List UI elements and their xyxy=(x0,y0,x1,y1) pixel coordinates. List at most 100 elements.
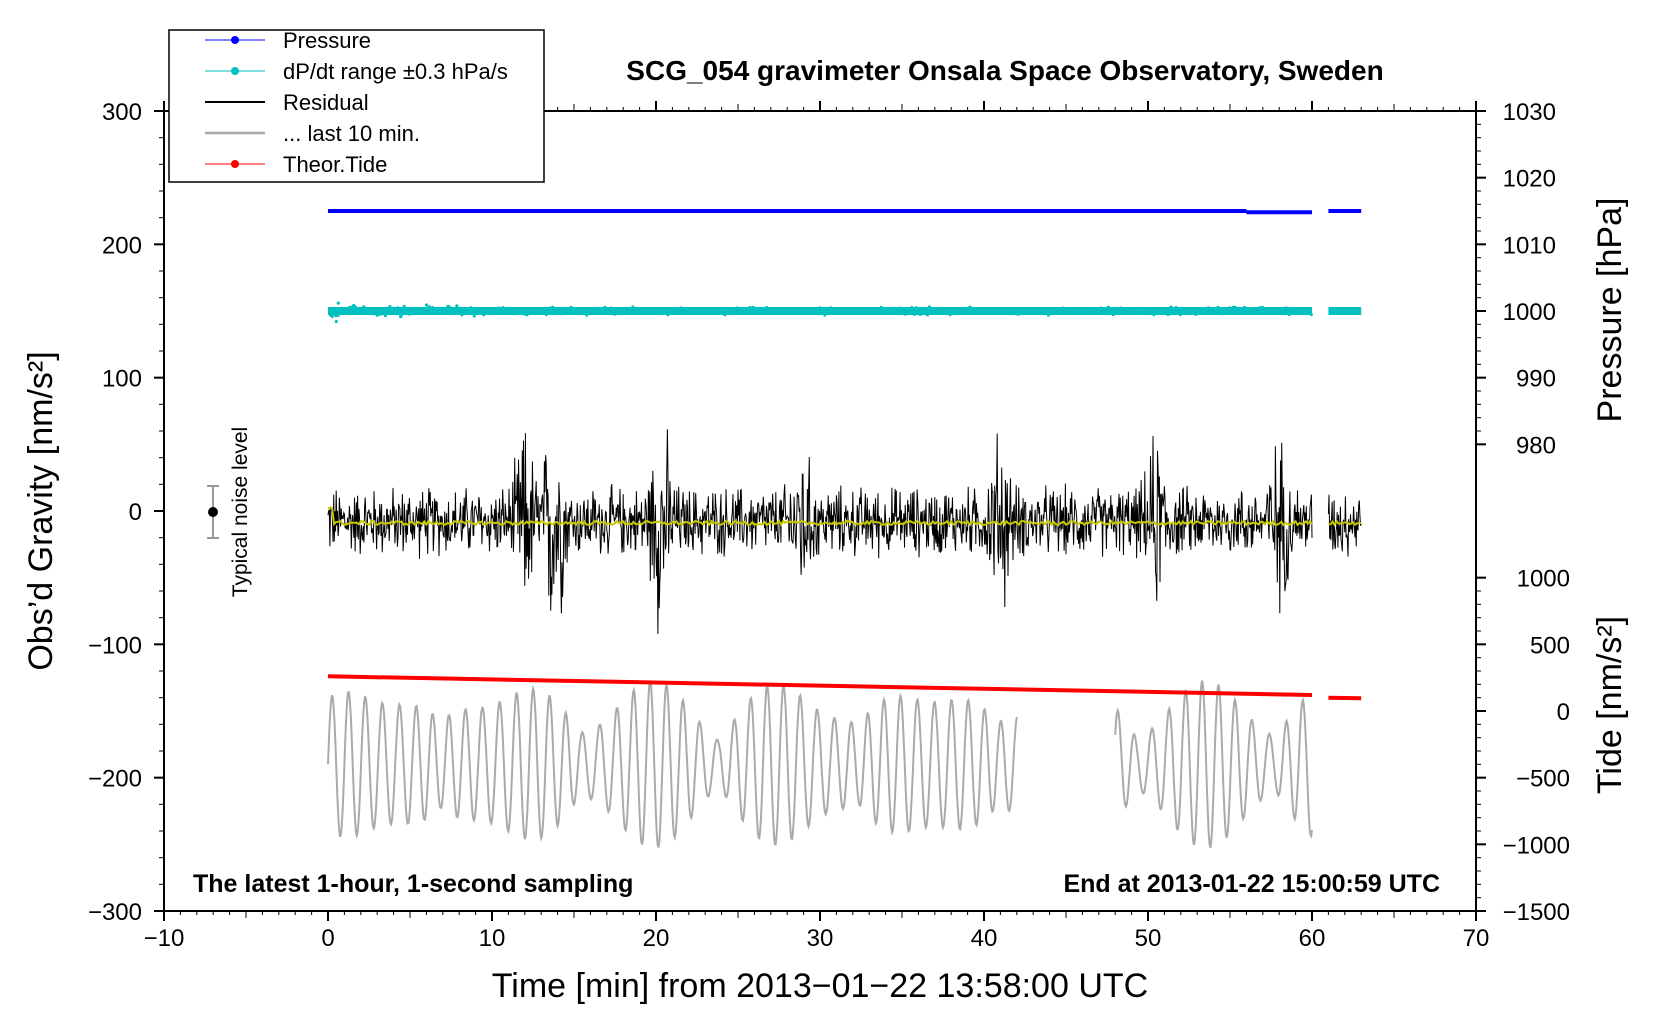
annotation-sampling: The latest 1-hour, 1-second sampling xyxy=(193,870,633,898)
dpdt-point xyxy=(344,309,348,313)
dpdt-point xyxy=(1258,306,1262,310)
x-tick-label: 50 xyxy=(1135,925,1162,952)
dpdt-point xyxy=(1261,308,1265,312)
dpdt-point xyxy=(1151,307,1155,312)
pressure-tick-label: 990 xyxy=(1516,366,1556,393)
dpdt-point xyxy=(904,312,908,316)
dpdt-point xyxy=(661,310,665,314)
legend-label: Residual xyxy=(283,90,369,115)
dpdt-point xyxy=(975,309,979,313)
dpdt-point xyxy=(1167,312,1171,316)
dpdt-point xyxy=(427,305,431,309)
dpdt-point xyxy=(918,312,923,316)
dpdt-point xyxy=(1049,309,1053,313)
dpdt-point xyxy=(1234,311,1239,315)
dpdt-point xyxy=(892,309,896,313)
dpdt-point xyxy=(765,306,769,310)
dpdt-point xyxy=(569,305,573,309)
pressure-tick-label: 1030 xyxy=(1503,99,1556,126)
dpdt-point xyxy=(1056,309,1060,313)
dpdt-point xyxy=(1081,310,1085,314)
dpdt-point xyxy=(826,310,830,314)
dpdt-point xyxy=(1294,309,1298,313)
dpdt-point xyxy=(1242,305,1246,310)
dpdt-point xyxy=(1230,311,1234,315)
dpdt-point xyxy=(988,308,993,312)
residual-line-tail xyxy=(1327,494,1362,557)
dpdt-point xyxy=(1228,306,1232,310)
dpdt-point xyxy=(1283,307,1287,312)
dpdt-point xyxy=(455,304,459,308)
legend-box xyxy=(168,29,545,183)
dpdt-point xyxy=(330,314,334,318)
dpdt-point xyxy=(679,306,683,310)
y-axis-title-left: Obs’d Gravity [nm/s²] xyxy=(22,351,60,670)
dpdt-point xyxy=(424,303,429,307)
dpdt-point xyxy=(1017,312,1021,316)
dpdt-point xyxy=(402,304,406,309)
dpdt-point xyxy=(948,313,952,317)
dpdt-point xyxy=(998,309,1002,314)
dpdt-point xyxy=(773,308,777,312)
x-tick-label: −10 xyxy=(144,925,185,952)
dpdt-point xyxy=(505,307,509,311)
dpdt-point xyxy=(1106,305,1110,309)
legend-marker xyxy=(231,36,239,44)
dpdt-point xyxy=(709,309,713,313)
dpdt-point xyxy=(859,311,863,315)
dpdt-point xyxy=(353,305,357,309)
dpdt-point xyxy=(1021,312,1025,316)
dpdt-point xyxy=(336,313,340,317)
dpdt-point xyxy=(1271,308,1275,312)
y-axis-title-tide: Tide [nm/s²] xyxy=(1591,616,1629,794)
dpdt-point xyxy=(1144,312,1148,316)
dpdt-point xyxy=(408,312,412,316)
dpdt-point xyxy=(818,306,822,310)
dpdt-point xyxy=(583,310,587,314)
dpdt-point xyxy=(887,309,891,313)
dpdt-point xyxy=(1206,306,1210,310)
tide-tick-label: 500 xyxy=(1530,632,1570,659)
dpdt-point xyxy=(531,311,535,315)
dpdt-point xyxy=(1046,313,1050,317)
dpdt-point xyxy=(766,309,770,313)
dpdt-point xyxy=(892,306,896,310)
dpdt-point xyxy=(336,301,340,305)
y-left-tick-label: −100 xyxy=(88,632,142,659)
tide-tick-label: −1500 xyxy=(1503,899,1570,926)
dpdt-point xyxy=(879,305,883,309)
dpdt-point xyxy=(647,310,651,315)
dpdt-point xyxy=(1119,306,1123,310)
dpdt-point xyxy=(505,311,509,315)
dpdt-point xyxy=(390,308,394,312)
dpdt-point xyxy=(1061,306,1065,310)
dpdt-point xyxy=(714,311,718,315)
dpdt-point xyxy=(383,313,387,318)
dpdt-point xyxy=(621,310,625,315)
dpdt-point xyxy=(1090,310,1094,315)
dpdt-point xyxy=(625,311,629,315)
dpdt-point xyxy=(946,308,950,313)
dpdt-point xyxy=(394,312,398,316)
dpdt-point xyxy=(467,307,471,311)
dpdt-point xyxy=(823,313,827,317)
dpdt-point xyxy=(1279,307,1283,312)
legend-marker xyxy=(231,160,239,168)
dpdt-point xyxy=(907,311,911,315)
dpdt-point xyxy=(966,311,970,315)
legend-items: Pressure dP/dt range ±0.3 hPa/s Residual..… xyxy=(205,28,508,177)
dpdt-point xyxy=(925,308,929,312)
dpdt-point xyxy=(692,309,696,313)
dpdt-point xyxy=(433,309,437,313)
legend-label: Theor.Tide xyxy=(283,152,387,177)
residual-line-main xyxy=(327,429,1313,634)
dpdt-point xyxy=(1202,311,1206,315)
tide-tick-label: 0 xyxy=(1557,699,1570,726)
dpdt-point xyxy=(696,307,700,311)
dpdt-point xyxy=(1171,310,1175,315)
legend-marker xyxy=(231,67,239,75)
dpdt-point xyxy=(992,310,996,314)
dpdt-point xyxy=(519,309,523,313)
dpdt-point xyxy=(898,306,902,310)
dpdt-point xyxy=(923,310,928,314)
